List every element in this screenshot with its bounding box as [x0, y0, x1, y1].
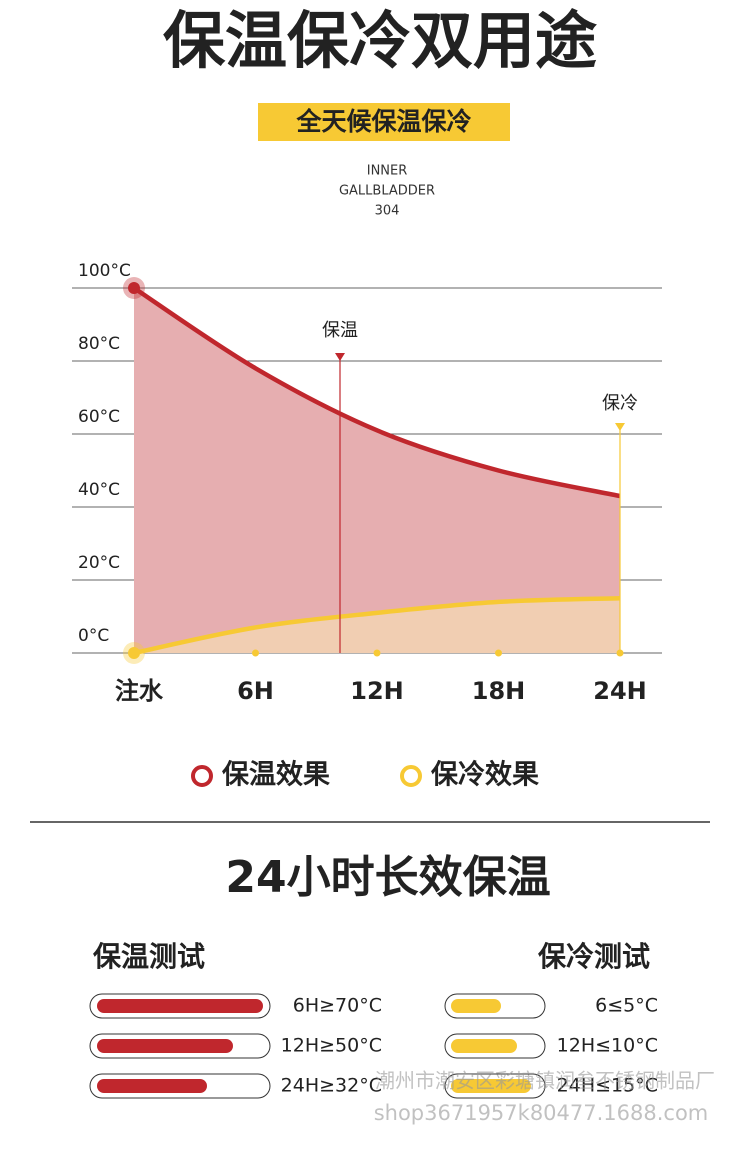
badge: 全天候保温保冷 — [295, 107, 471, 136]
annotation-arrow — [615, 423, 625, 431]
x-tick-label: 18H — [472, 677, 525, 705]
y-tick-label: 0°C — [78, 626, 109, 646]
pill-fill — [451, 1079, 531, 1093]
sub: INNER — [367, 164, 408, 179]
column-title: 保冷测试 — [538, 940, 650, 973]
watermark: shop3671957k80477.1688.com — [374, 1101, 709, 1125]
pill-fill — [451, 1039, 517, 1053]
line — [133, 596, 621, 656]
x-tick-dot — [373, 649, 381, 657]
pill — [444, 1073, 546, 1099]
y-tick-label: 100°C — [78, 261, 131, 281]
pill — [89, 993, 271, 1019]
legend-marker — [400, 765, 422, 787]
pill — [444, 993, 546, 1019]
pill-fill — [97, 999, 263, 1013]
pill — [89, 1033, 271, 1059]
y-tick-label: 80°C — [78, 334, 120, 354]
y-tick-label: 40°C — [78, 480, 120, 500]
y-tick-label: 20°C — [78, 553, 120, 573]
start-point — [128, 647, 140, 659]
pill — [444, 1033, 546, 1059]
sub: GALLBLADDER — [339, 184, 435, 199]
annotation: 保冷 — [602, 393, 638, 414]
legend-marker — [191, 765, 213, 787]
area — [134, 288, 620, 653]
test-label: 12H≥50°C — [281, 1035, 382, 1057]
y-tick-label: 60°C — [78, 407, 120, 427]
section-title: 24小时长效保温 — [225, 852, 550, 903]
x-tick-label: 注水 — [115, 677, 164, 705]
x-tick-dot — [252, 649, 259, 657]
line — [132, 286, 621, 499]
start-point — [128, 282, 140, 294]
x-tick-dot — [495, 649, 502, 657]
test-label: 24H≤15°C — [557, 1075, 658, 1097]
pill-fill — [97, 1079, 207, 1093]
test-label: 6≤5°C — [595, 995, 658, 1017]
hot-tests: 6H≥70°C 12H≥50°C 24H≥32°C — [89, 993, 382, 1099]
test-label: 6H≥70°C — [293, 995, 382, 1017]
badge-bg — [258, 103, 510, 141]
x-tick-label: 6H — [237, 677, 274, 705]
column-title: 保温测试 — [93, 940, 205, 973]
title: 保温保冷双用途 — [163, 4, 597, 77]
pill-fill — [97, 1039, 233, 1053]
test-label: 12H≤10°C — [557, 1035, 658, 1057]
annotation: 保温 — [322, 320, 358, 341]
x-tick-label: 12H — [350, 677, 403, 705]
pill-fill — [451, 999, 501, 1013]
pill — [89, 1073, 271, 1099]
annotation-arrow — [335, 353, 345, 361]
test-label: 24H≥32°C — [281, 1075, 382, 1097]
sub: 304 — [375, 204, 400, 219]
cold-tests: 6≤5°C 12H≤10°C 24H≤15°C — [444, 993, 658, 1099]
legend-label: 保冷效果 — [430, 760, 539, 791]
x-tick-label: 24H — [593, 677, 646, 705]
area — [134, 598, 620, 653]
chart: 0°C 20°C 40°C 60°C 80°C 100°C 注水 6H 12H 18H 24H — [72, 261, 662, 705]
watermark: 潮州市潮安区彩塘镇润叁不锈钢制品厂 — [375, 1069, 715, 1093]
legend-label: 保温效果 — [221, 760, 330, 791]
